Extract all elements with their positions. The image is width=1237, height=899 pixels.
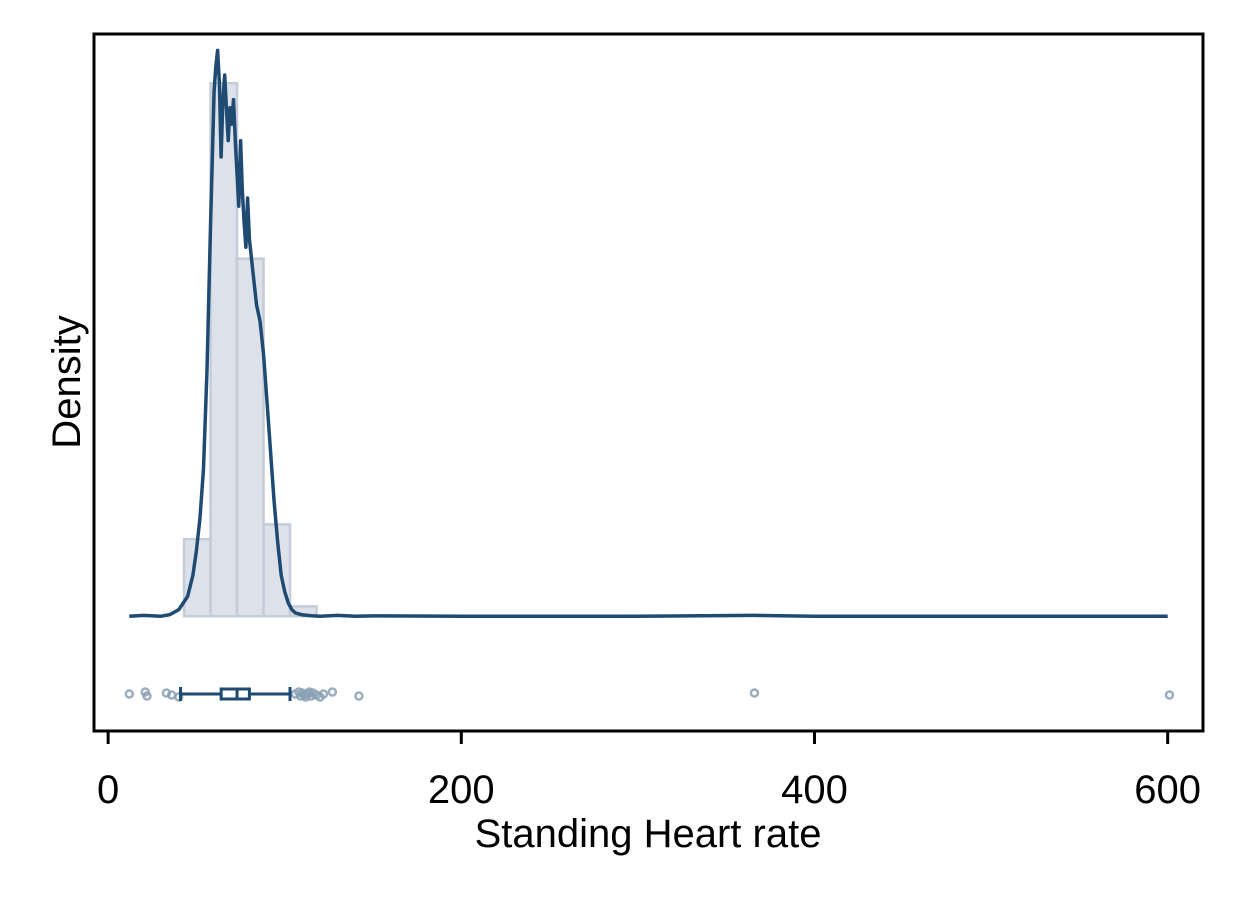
boxplot-outlier: [174, 692, 184, 702]
boxplot-box: [219, 687, 251, 701]
x-tick-label: 600: [1134, 768, 1201, 812]
boxplot: [124, 687, 1175, 702]
boxplot-outlier: [124, 689, 135, 699]
x-tick-label: 0: [97, 768, 119, 812]
boxplot-outlier: [318, 689, 329, 699]
boxplot-outlier: [327, 687, 338, 697]
histogram-bars: [182, 81, 318, 618]
boxplot-outlier: [1164, 690, 1175, 700]
boxplot-outlier: [354, 691, 364, 701]
plot-area-frame: [92, 32, 1205, 733]
x-tick-label: 400: [781, 768, 848, 812]
boxplot-outlier: [749, 688, 760, 698]
x-axis-label: Standing Heart rate: [475, 812, 822, 856]
histogram-bar: [209, 81, 239, 618]
x-tick-label: 200: [428, 768, 495, 812]
x-axis-ticks: 0 200 400 600: [97, 731, 1201, 812]
density-curve: [129, 48, 1168, 618]
boxplot-outlier: [142, 691, 152, 701]
y-axis-label: Density: [45, 315, 89, 448]
